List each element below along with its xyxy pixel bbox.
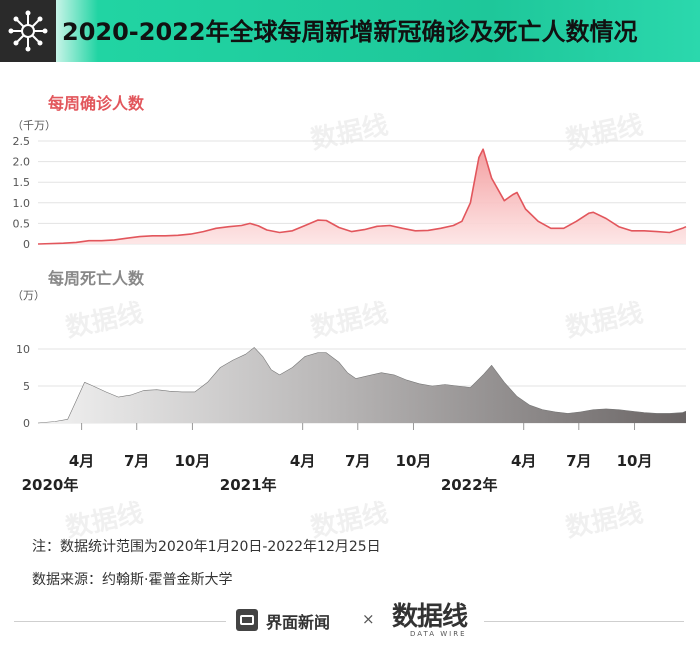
x-tick-label: 10月 — [174, 452, 210, 470]
deaths-series — [37, 347, 687, 424]
y-tick-label: 0 — [23, 238, 30, 251]
x-tick-label: 7月 — [566, 452, 591, 470]
y-tick-label: 2.0 — [13, 156, 31, 169]
brand-datawire: DATA WIRE — [410, 630, 467, 638]
deaths-y-axis: 10 5 0 — [16, 343, 30, 430]
watermark: 数据线 — [563, 498, 646, 544]
x-axis: 4月 2020年 7月 10月 2021年 4月 7月 10月 2022年 4月 7月 10月 — [22, 423, 653, 494]
cases-area-fill — [38, 149, 686, 244]
deaths-chart-title: 每周死亡人数 — [48, 269, 145, 288]
x-year-label: 2020年 — [22, 476, 79, 494]
brand-jiemian: 界面新闻 — [266, 613, 331, 632]
x-tick-label: 7月 — [124, 452, 149, 470]
x-year-label: 2022年 — [441, 476, 498, 494]
cases-chart-title: 每周确诊人数 — [48, 94, 145, 113]
y-tick-label: 1.0 — [13, 197, 31, 210]
cases-line — [37, 148, 687, 245]
data-source-note: 数据来源：约翰斯·霍普金斯大学 — [32, 572, 233, 588]
jiemian-logo-icon — [236, 609, 258, 631]
x-tick-label: 10月 — [396, 452, 432, 470]
brand-separator: × — [362, 610, 375, 628]
deaths-line — [37, 347, 687, 424]
cases-y-axis: 2.5 2.0 1.5 1.0 0.5 0 — [13, 135, 31, 251]
page-title: 2020-2022年全球每周新增新冠确诊及死亡人数情况 — [62, 18, 638, 46]
y-tick-label: 2.5 — [13, 135, 31, 148]
virus-network-icon — [0, 0, 56, 62]
y-tick-label: 10 — [16, 343, 30, 356]
x-tick-label: 4月 — [290, 452, 315, 470]
deaths-unit-label: （万） — [12, 289, 45, 302]
cases-series — [37, 148, 687, 245]
data-range-note: 注：数据统计范围为2020年1月20日-2022年12月25日 — [32, 539, 381, 555]
y-tick-label: 0.5 — [13, 217, 31, 230]
x-tick-label: 4月 — [69, 452, 94, 470]
y-tick-label: 0 — [23, 417, 30, 430]
x-tick-label: 10月 — [617, 452, 653, 470]
x-tick-label: 7月 — [345, 452, 370, 470]
footer-divider — [484, 621, 684, 622]
x-tick-label: 4月 — [511, 452, 536, 470]
deaths-area-fill — [38, 347, 686, 423]
y-tick-label: 5 — [23, 380, 30, 393]
cases-unit-label: （千万） — [12, 119, 56, 132]
y-tick-label: 1.5 — [13, 176, 31, 189]
footer-divider — [14, 621, 226, 622]
header-banner: 2020-2022年全球每周新增新冠确诊及死亡人数情况 — [0, 0, 700, 62]
x-year-label: 2021年 — [220, 476, 277, 494]
brand-shujuxian-logo: 数据线 — [392, 602, 468, 632]
